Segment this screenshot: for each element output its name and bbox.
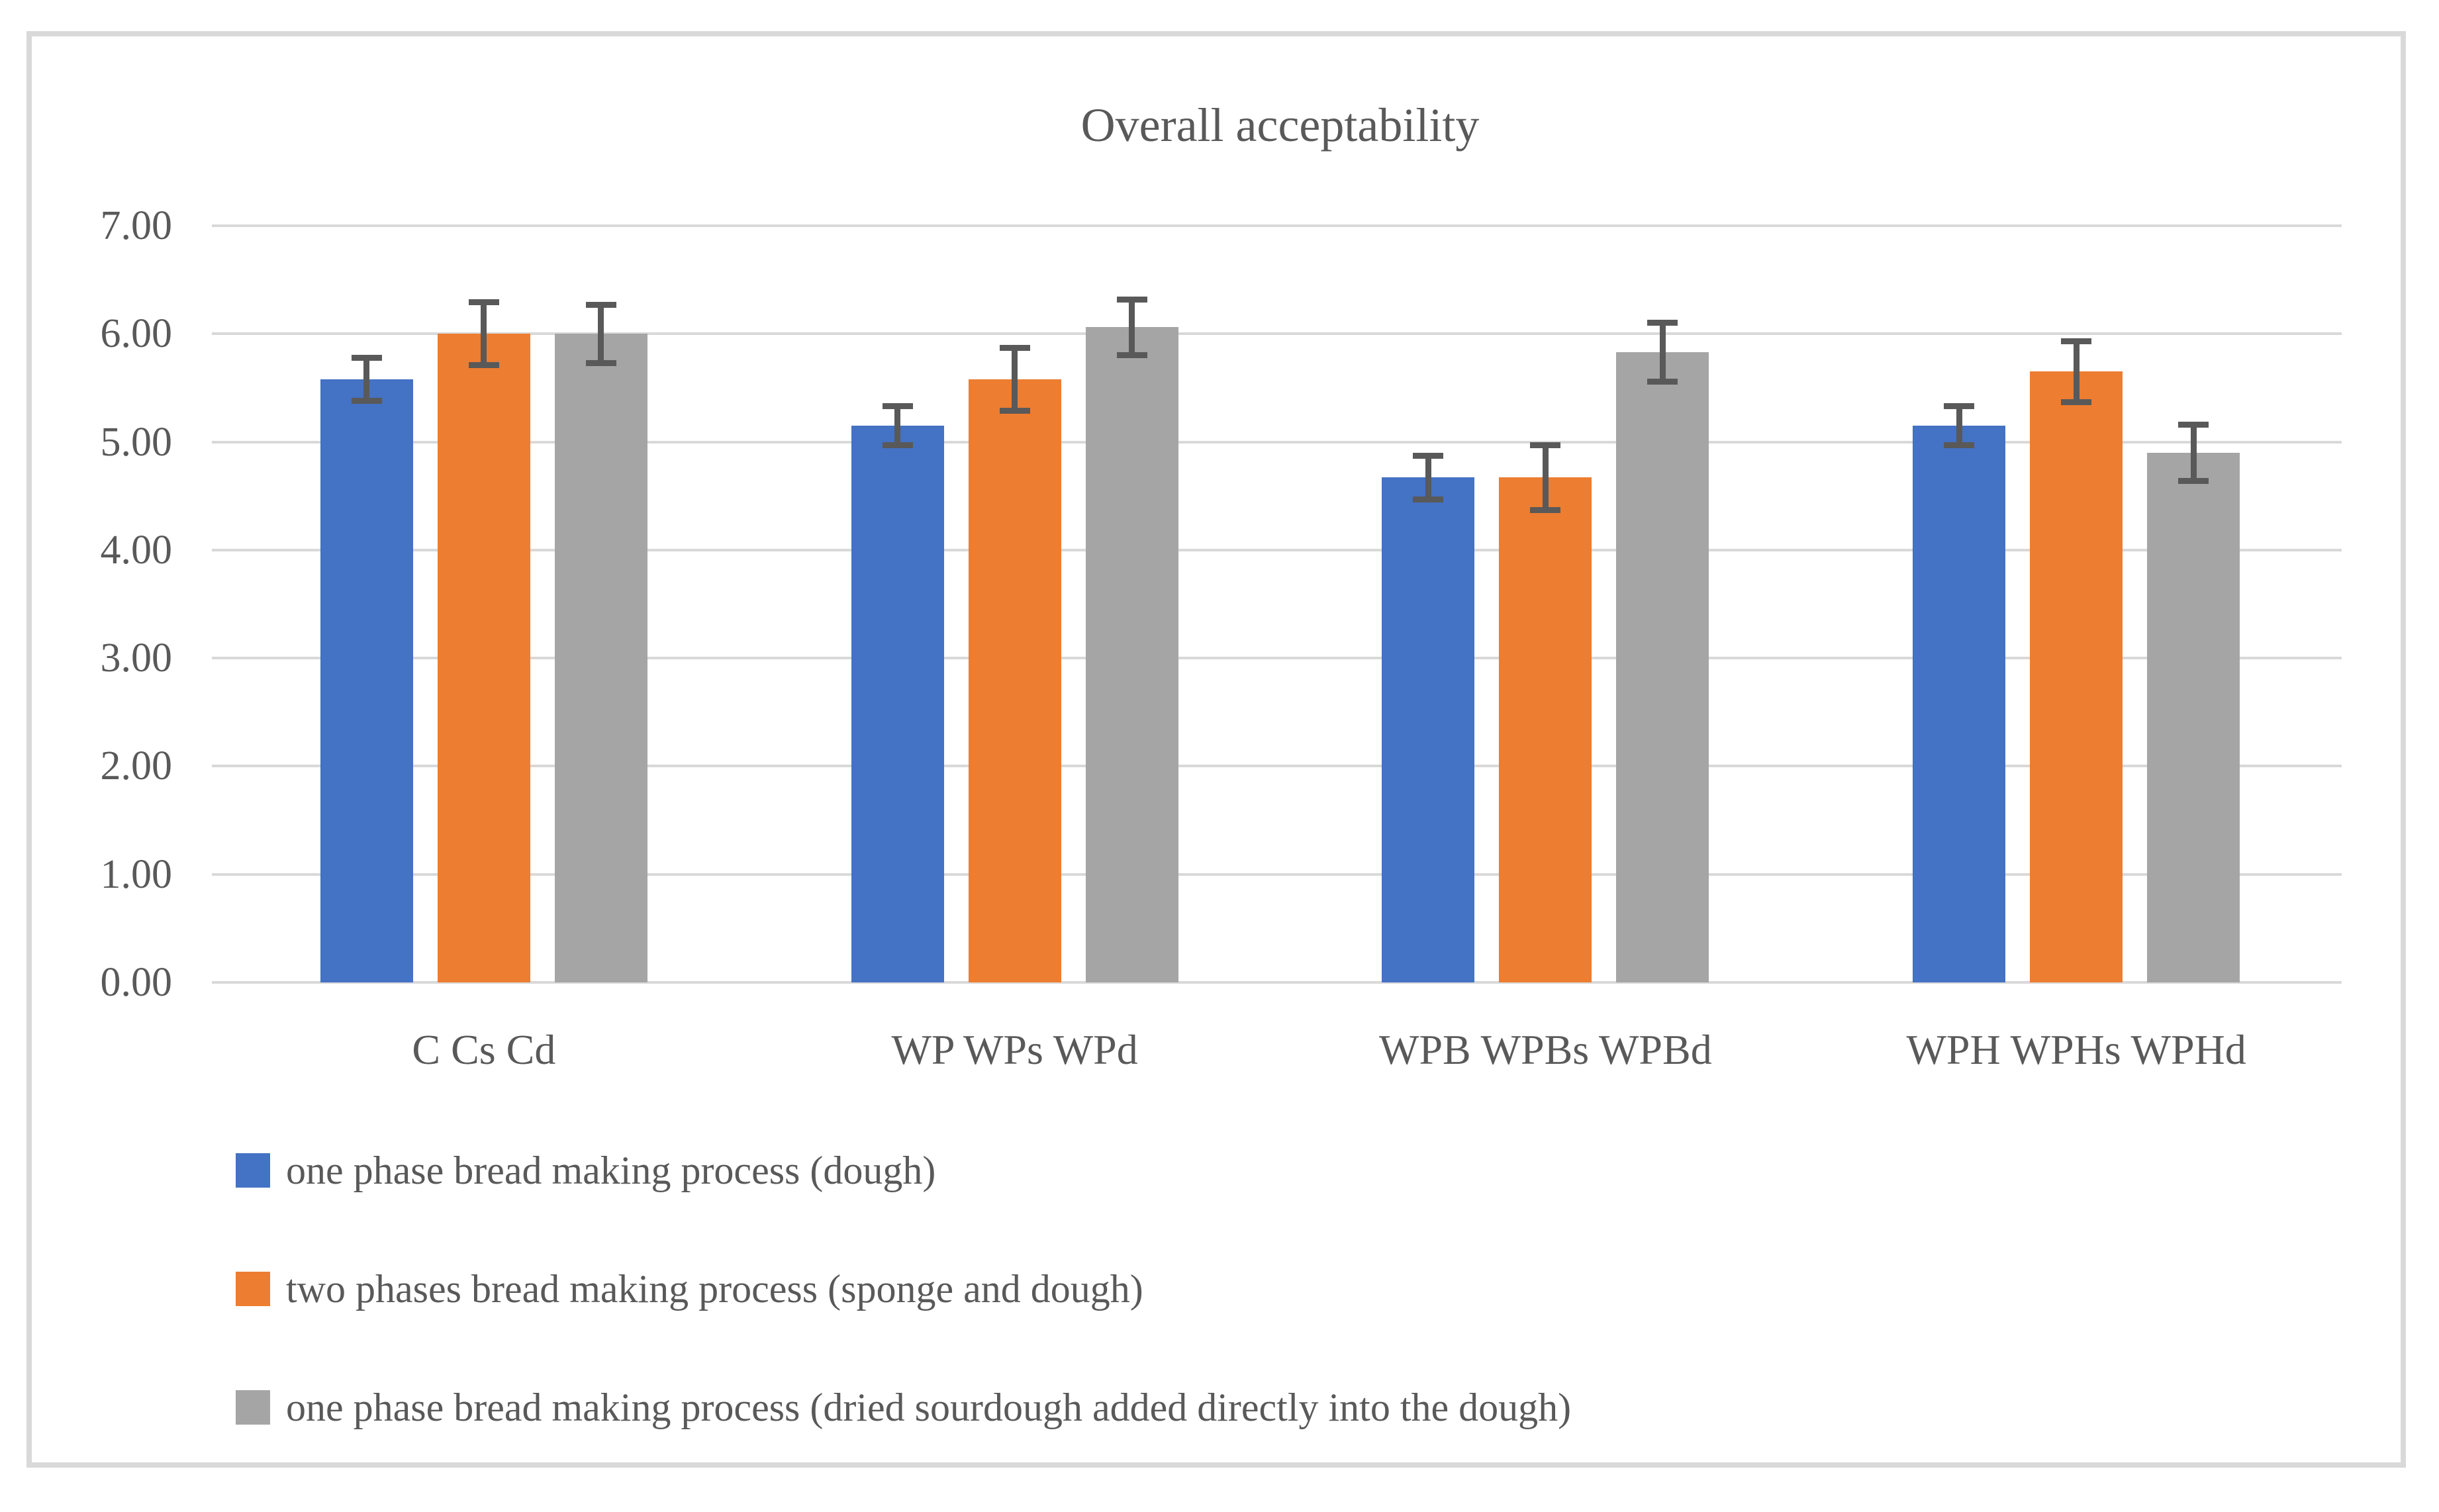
error-bar-cap	[1116, 352, 1147, 359]
gridline	[212, 332, 2342, 336]
gridline	[212, 440, 2342, 444]
gridline	[212, 765, 2342, 768]
error-bar-cap	[468, 299, 499, 306]
error-bar	[363, 357, 370, 401]
legend-label: one phase bread making process (dough)	[286, 1149, 936, 1192]
error-bar-cap	[585, 301, 616, 308]
legend-swatch-blue-icon	[236, 1153, 270, 1188]
x-category-label: WP WPs WPd	[891, 1026, 1138, 1073]
error-bar-cap	[1116, 296, 1147, 303]
plot-area	[212, 224, 2342, 984]
y-tick-label: 0.00	[100, 960, 173, 1005]
x-category-label: WPH WPHs WPHd	[1906, 1026, 2246, 1073]
error-bar	[1659, 322, 1666, 382]
error-bar	[2073, 341, 2080, 402]
error-bar-cap	[882, 403, 913, 410]
y-tick-label: 1.00	[100, 851, 173, 897]
error-bar-cap	[882, 442, 913, 448]
x-category-label: C Cs Cd	[412, 1026, 556, 1073]
error-bar-cap	[999, 407, 1030, 414]
error-bar-cap	[1647, 378, 1678, 385]
error-bar-cap	[351, 354, 382, 361]
x-category-label: WPB WPBs WPBd	[1379, 1026, 1712, 1073]
error-bar-cap	[2178, 421, 2209, 428]
gridline	[212, 224, 2342, 227]
y-tick-label: 5.00	[100, 419, 173, 465]
error-bar-cap	[585, 359, 616, 366]
gridline	[212, 873, 2342, 876]
legend-label: two phases bread making process (sponge …	[286, 1267, 1143, 1311]
error-bar-cap	[2178, 477, 2209, 484]
bar-series2-group1	[437, 334, 530, 982]
bar-series2-group4	[2030, 371, 2123, 982]
gridline	[212, 657, 2342, 660]
bar-series1-group1	[320, 379, 413, 982]
error-bar-cap	[351, 398, 382, 404]
error-bar-cap	[2061, 338, 2092, 345]
error-bar	[2190, 424, 2197, 481]
bar-series3-group4	[2147, 452, 2240, 982]
error-bar	[481, 302, 487, 365]
y-tick-label: 2.00	[100, 743, 173, 789]
gridline	[212, 981, 2342, 984]
legend-label: one phase bread making process (dried so…	[286, 1386, 1572, 1429]
error-bar	[1956, 406, 1962, 446]
y-tick-label: 7.00	[100, 203, 173, 248]
error-bar-cap	[1944, 442, 1975, 448]
chart-title: Overall acceptability	[1080, 99, 1480, 152]
y-tick-label: 4.00	[100, 527, 173, 573]
legend: one phase bread making process (dough) t…	[236, 1149, 1571, 1429]
bar-series1-group4	[1913, 426, 2006, 982]
error-bar-cap	[999, 345, 1030, 351]
error-bar	[598, 305, 604, 363]
error-bar	[1129, 299, 1135, 355]
bar-series1-group3	[1382, 477, 1475, 982]
error-bar-cap	[1413, 496, 1444, 502]
error-bar	[1012, 348, 1018, 411]
error-bar-cap	[1530, 442, 1561, 448]
bar-series3-group2	[1085, 327, 1178, 982]
y-tick-label: 6.00	[100, 311, 173, 357]
gridline	[212, 548, 2342, 551]
legend-item: two phases bread making process (sponge …	[236, 1267, 1571, 1311]
bar-series3-group1	[554, 334, 647, 982]
error-bar-cap	[468, 362, 499, 369]
error-bar	[1425, 455, 1431, 500]
error-bar	[1542, 445, 1549, 510]
error-bar-cap	[1944, 403, 1975, 410]
bar-series3-group3	[1616, 352, 1709, 982]
error-bar	[894, 406, 901, 446]
bar-series1-group2	[851, 426, 944, 982]
legend-swatch-orange-icon	[236, 1272, 270, 1306]
error-bar-cap	[2061, 399, 2092, 405]
error-bar-cap	[1413, 453, 1444, 459]
legend-swatch-gray-icon	[236, 1390, 270, 1425]
chart-frame	[26, 31, 2406, 1468]
legend-item: one phase bread making process (dough)	[236, 1149, 1571, 1192]
bar-series2-group3	[1499, 477, 1592, 982]
error-bar-cap	[1530, 506, 1561, 513]
legend-item: one phase bread making process (dried so…	[236, 1386, 1571, 1429]
y-tick-label: 3.00	[100, 636, 173, 681]
bar-series2-group2	[968, 379, 1061, 982]
error-bar-cap	[1647, 320, 1678, 326]
